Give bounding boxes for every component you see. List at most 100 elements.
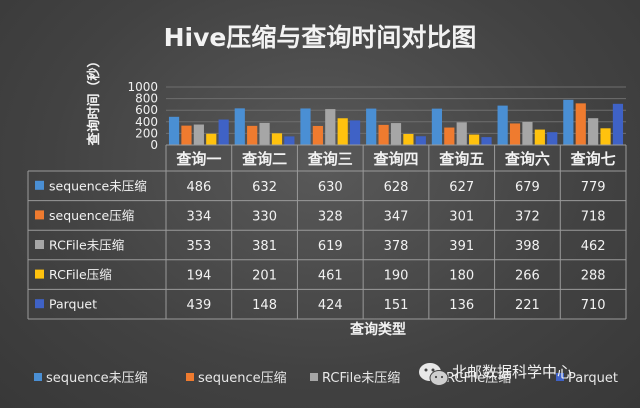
table-cell-value: 136 [449,298,474,313]
bar [444,127,455,145]
bars [168,99,624,145]
y-tick-label: 0 [150,138,158,152]
chart-title: Hive压缩与查询时间对比图 [164,23,477,52]
category-label: 查询一 [176,150,221,168]
legend-label: sequence未压缩 [46,370,148,386]
table-cell-value: 378 [384,239,409,254]
watermark: 北邮数据科学中心 [419,363,572,386]
bar [378,124,389,145]
bar [403,133,414,145]
table-cell-value: 151 [384,298,409,313]
table-legend-swatch [35,269,44,279]
table-cell-value: 330 [252,209,277,224]
table-cell-value: 194 [186,269,211,284]
table-cell-value: 381 [252,239,277,254]
table-cell-value: 424 [318,298,343,313]
table-cell-value: 347 [384,209,409,224]
bar [259,122,270,145]
table-cell-value: 779 [581,180,606,195]
bar [206,133,217,145]
category-label: 查询六 [505,150,550,168]
y-tick-label: 400 [135,115,158,129]
bar [456,122,467,145]
table-cell-value: 190 [384,269,409,284]
y-axis-label: 查询时间（秒） [86,54,102,146]
bar [600,128,611,145]
bar [181,125,192,145]
bar [415,136,426,145]
table-cell-value: 619 [318,239,343,254]
data-table: 查询一 查询二 查询三 查询四 查询五 查询六 查询七 sequence未压缩 486 632 63… [27,144,627,320]
bar [366,108,377,145]
table-cell-value: 461 [318,269,343,284]
bar [588,118,599,145]
bar [337,118,348,145]
table-cell-value: 288 [581,269,606,284]
y-tick-label: 600 [135,103,158,117]
table-cell-value: 632 [252,180,277,195]
y-tick-label: 1000 [127,80,158,94]
table-cell-value: 201 [252,269,277,284]
table-cell-value: 372 [515,209,540,224]
legend-swatch [34,373,42,381]
table-cell-value: 630 [318,180,343,195]
category-label: 查询七 [571,150,616,168]
table-series-label: RCFile未压缩 [49,238,124,253]
bar [575,103,586,145]
legend-swatch [310,373,318,381]
table-cell-value: 148 [252,298,277,313]
bar [312,125,323,145]
bar [271,133,283,145]
category-label: 查询三 [308,150,353,168]
table-legend-swatch [35,210,44,220]
bar [547,132,558,145]
table-cell-value: 710 [581,298,606,313]
bar [349,120,361,145]
table-cell-value: 628 [384,180,409,195]
table-cell-value: 627 [449,180,474,195]
table-cell-value: 391 [449,239,474,254]
table-cell-value: 398 [515,239,540,254]
legend-label: RCFile未压缩 [322,370,400,386]
bar [247,125,258,145]
table-cell-value: 462 [581,239,606,254]
x-axis-label: 查询类型 [350,321,406,338]
table-legend-swatch [35,180,44,190]
table-cell-value: 486 [186,180,211,195]
wechat-icon [419,363,449,386]
table-cell-value: 301 [449,209,474,224]
table-cell-value: 328 [318,209,343,224]
table-legend-swatch [35,299,44,309]
bar [218,119,229,145]
bar [431,108,443,145]
legend-label: sequence压缩 [198,370,287,386]
legend-swatch [186,373,194,381]
bar [563,99,574,145]
bar [497,105,508,145]
table-cell-value: 334 [186,209,211,224]
bar [168,116,180,145]
table-cell-value: 266 [515,269,540,284]
bar [284,136,295,145]
category-label: 查询四 [373,150,418,168]
legend-label: Parquet [568,371,618,386]
bar [469,134,480,145]
bar [534,129,545,145]
bar [509,123,521,145]
bar [390,123,402,145]
legend: sequence未压缩 sequence压缩 RCFile未压缩 RCFile压缩 Pa… [34,370,618,386]
table-cell-value: 180 [449,269,474,284]
bar [481,137,492,145]
bar [193,124,204,145]
table-series-label: sequence压缩 [49,208,134,223]
category-label: 查询二 [242,150,287,168]
category-label: 查询五 [439,150,484,168]
table-cell-value: 679 [515,180,540,195]
table-series-label: sequence未压缩 [49,178,147,193]
table-series-label: Parquet [49,297,97,312]
legend-label: RCFile压缩 [446,370,511,386]
y-tick-label: 800 [135,92,158,106]
bar [522,121,533,145]
